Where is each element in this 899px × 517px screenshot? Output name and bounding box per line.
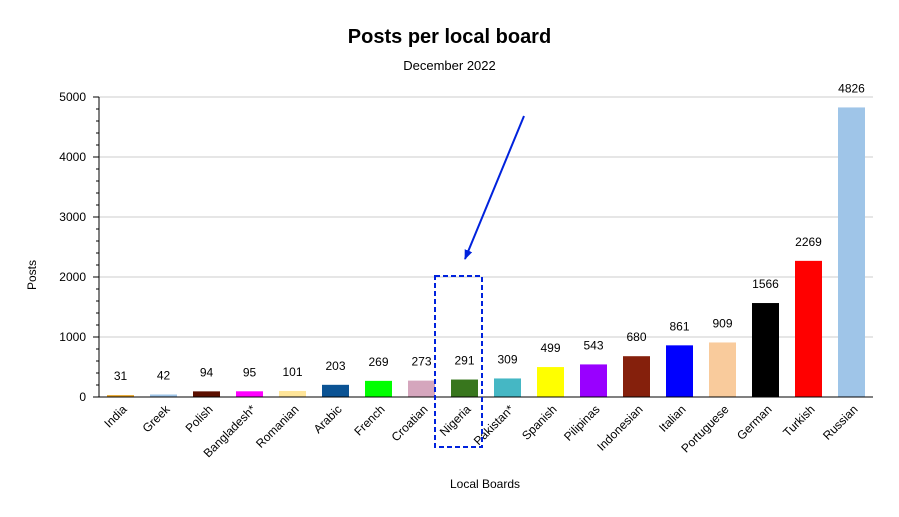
data-label: 2269 <box>795 235 822 249</box>
data-label: 861 <box>669 319 689 333</box>
bar-nigeria <box>451 379 478 397</box>
data-label: 543 <box>583 338 603 352</box>
x-tick-label: French <box>351 402 387 438</box>
bar-spanish <box>537 367 564 397</box>
annotation-arrow <box>464 115 525 260</box>
data-label: 1566 <box>752 277 779 291</box>
y-tick-label: 1000 <box>59 330 86 344</box>
x-tick-label: India <box>101 402 130 431</box>
x-tick-label: Russian <box>820 402 861 443</box>
bar-pilipinas <box>580 364 607 397</box>
data-label: 203 <box>325 359 345 373</box>
data-label: 95 <box>243 365 257 379</box>
bar-arabic <box>322 384 349 397</box>
gridlines <box>99 96 873 338</box>
bar-german <box>752 303 779 397</box>
bar-polish <box>193 391 220 397</box>
y-tick-label: 2000 <box>59 270 86 284</box>
data-label: 42 <box>157 368 171 382</box>
x-tick-label: Indonesian <box>594 402 645 453</box>
bar-romanian <box>279 390 306 397</box>
y-axis-label: Posts <box>25 260 39 290</box>
data-label: 499 <box>540 341 560 355</box>
data-label: 291 <box>454 354 474 368</box>
x-tick-label: Romanian <box>253 402 302 451</box>
data-label: 309 <box>497 352 517 366</box>
data-label: 909 <box>712 316 732 330</box>
y-tick-label: 5000 <box>59 90 86 104</box>
x-tick-label: Turkish <box>780 402 817 439</box>
bar-indonesian <box>623 356 650 397</box>
x-tick-label: Greek <box>140 402 174 436</box>
bar-pakistan <box>494 378 521 397</box>
bars: 31 42 94 95 101 203 269 273 291 309 499 543 680 861 90… <box>107 81 865 397</box>
data-label: 269 <box>368 355 388 369</box>
x-tick-label: Pakistan* <box>471 402 517 448</box>
y-tick-label: 0 <box>79 390 86 404</box>
data-label: 4826 <box>838 81 865 95</box>
x-tick-label: Italian <box>656 402 689 435</box>
bar-russian <box>838 107 865 397</box>
bar-bangladesh <box>236 391 263 397</box>
y-tick-label: 4000 <box>59 150 86 164</box>
x-axis-label: Local Boards <box>450 477 520 491</box>
chart-subtitle: December 2022 <box>403 58 496 73</box>
data-label: 31 <box>114 369 128 383</box>
bar-french <box>365 380 392 397</box>
bar-croatian <box>408 380 435 397</box>
y-axis: 0 1000 2000 3000 4000 5000 <box>59 90 100 404</box>
data-label: 101 <box>282 365 302 379</box>
data-label: 680 <box>626 330 646 344</box>
x-tick-label: Arabic <box>311 402 345 436</box>
bar-portuguese <box>709 342 736 397</box>
x-tick-label: German <box>734 402 775 443</box>
annotations <box>434 115 525 448</box>
bar-india <box>107 395 134 397</box>
x-tick-label: Spanish <box>519 402 560 443</box>
data-label: 273 <box>411 355 431 369</box>
y-tick-label: 3000 <box>59 210 86 224</box>
bar-turkish <box>795 260 822 397</box>
x-tick-label: Pilipinas <box>561 402 603 444</box>
x-tick-label: Nigeria <box>437 402 474 439</box>
highlight-box <box>434 275 483 448</box>
x-tick-label: Croatian <box>389 402 431 444</box>
bar-greek <box>150 394 177 397</box>
bar-italian <box>666 345 693 397</box>
chart-title: Posts per local board <box>347 26 552 48</box>
data-label: 94 <box>200 365 214 379</box>
x-tick-label: Polish <box>183 402 216 435</box>
